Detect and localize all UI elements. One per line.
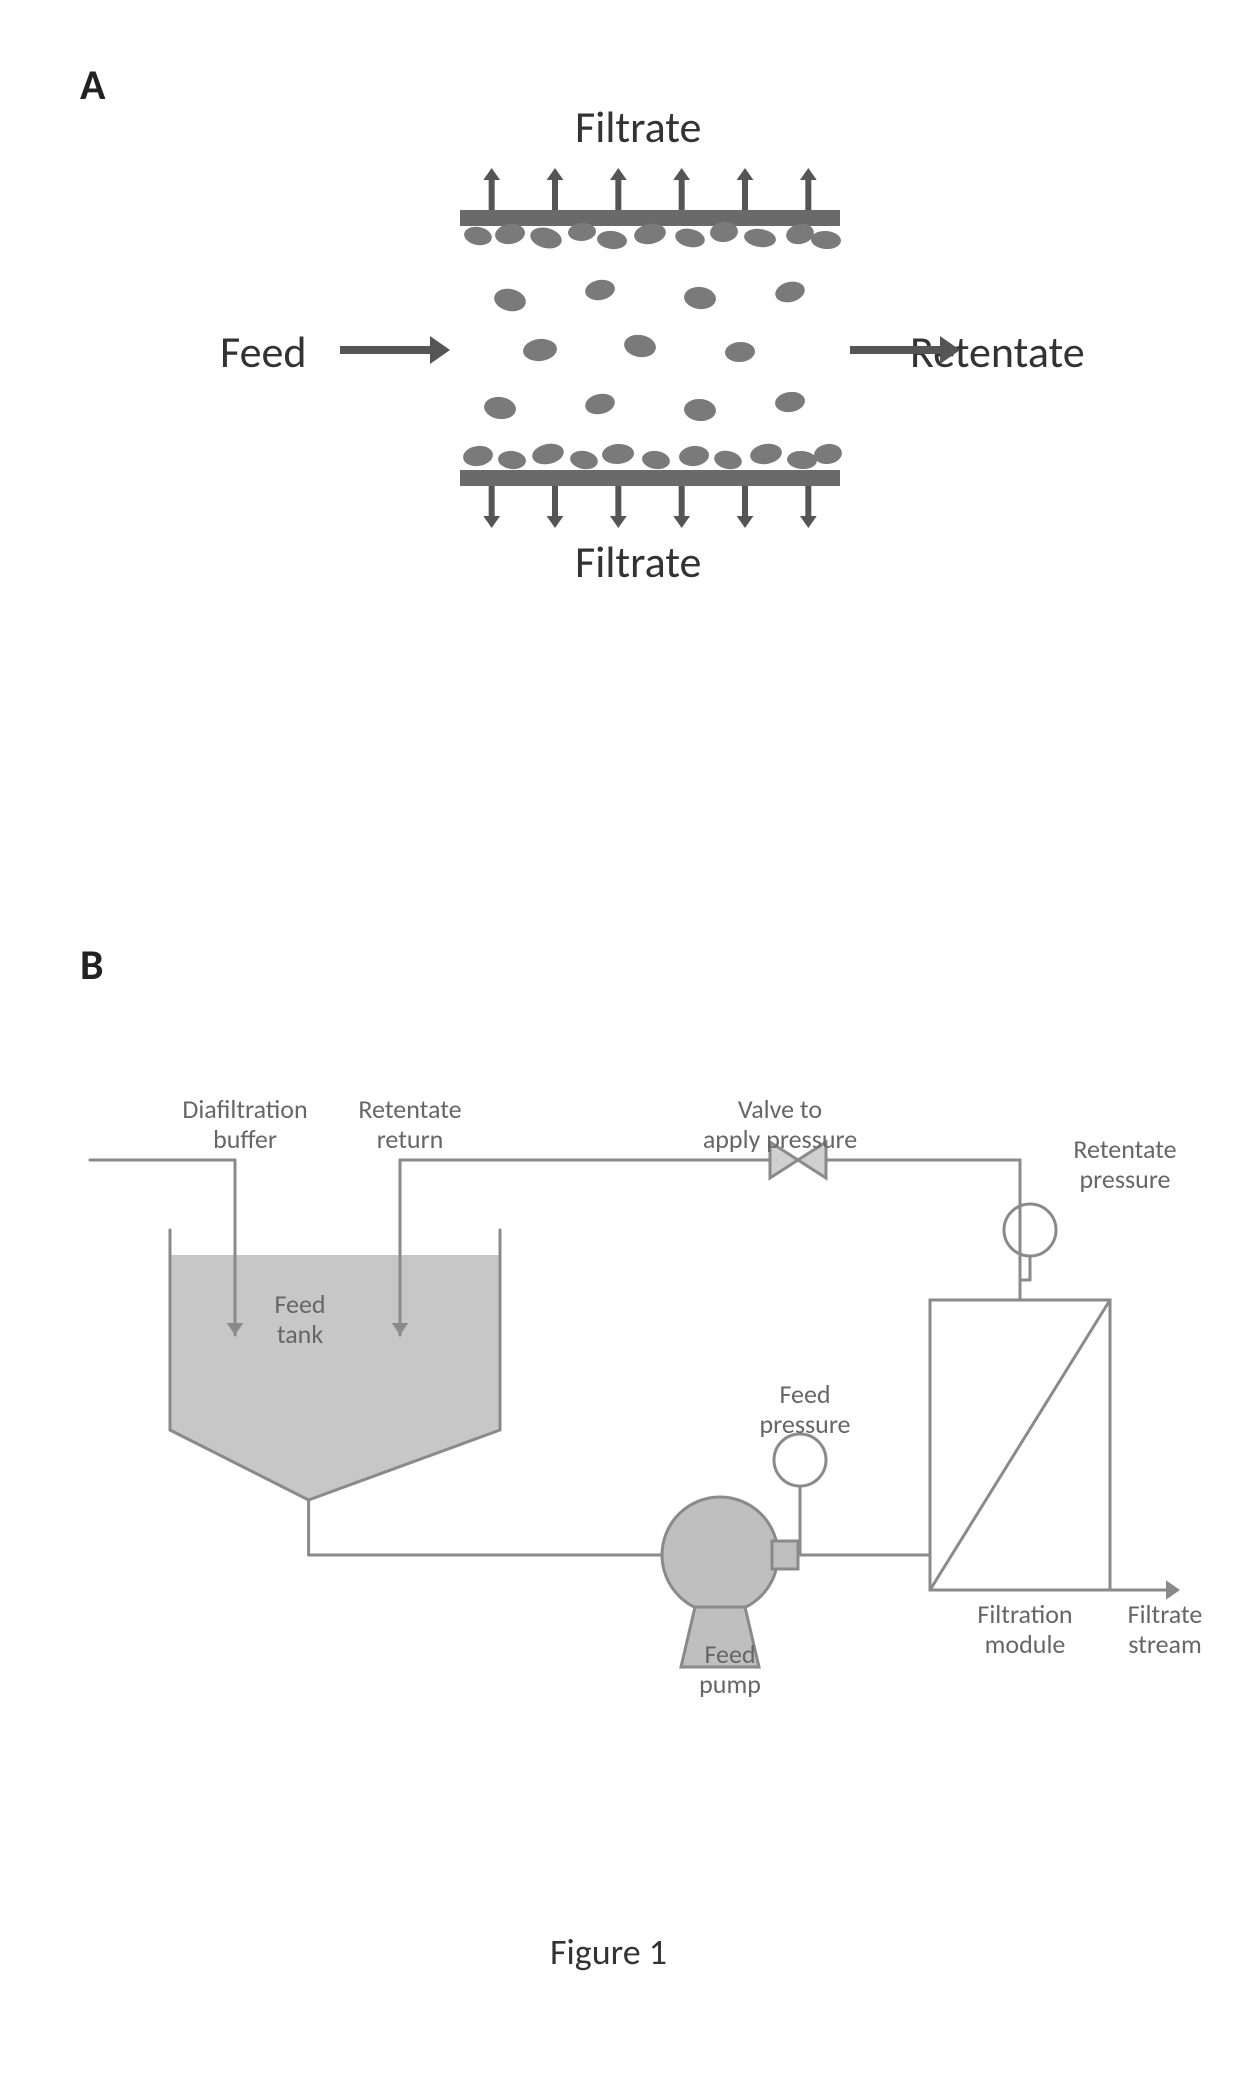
feed-tank-label: Feedtank [255,1290,345,1350]
filtration-module-label: Filtrationmodule [960,1600,1090,1660]
retentate-return-label: Retentatereturn [350,1095,470,1155]
figure-caption: Figure 1 [550,1930,667,1974]
diafiltration-buffer-label: Diafiltrationbuffer [175,1095,315,1155]
page: A Filtrate Filtrate Feed Retentate B Dia… [0,0,1240,2080]
panel-b-label: B [80,940,104,991]
feed-pressure-label: Feedpressure [750,1380,860,1440]
feed-pump-label: Feedpump [685,1640,775,1700]
valve-label: Valve toapply pressure [695,1095,865,1155]
filtrate-stream-label: Filtratestream [1110,1600,1220,1660]
retentate-pressure-label: Retentatepressure [1055,1135,1195,1195]
crossflow-schematic [0,0,1240,700]
